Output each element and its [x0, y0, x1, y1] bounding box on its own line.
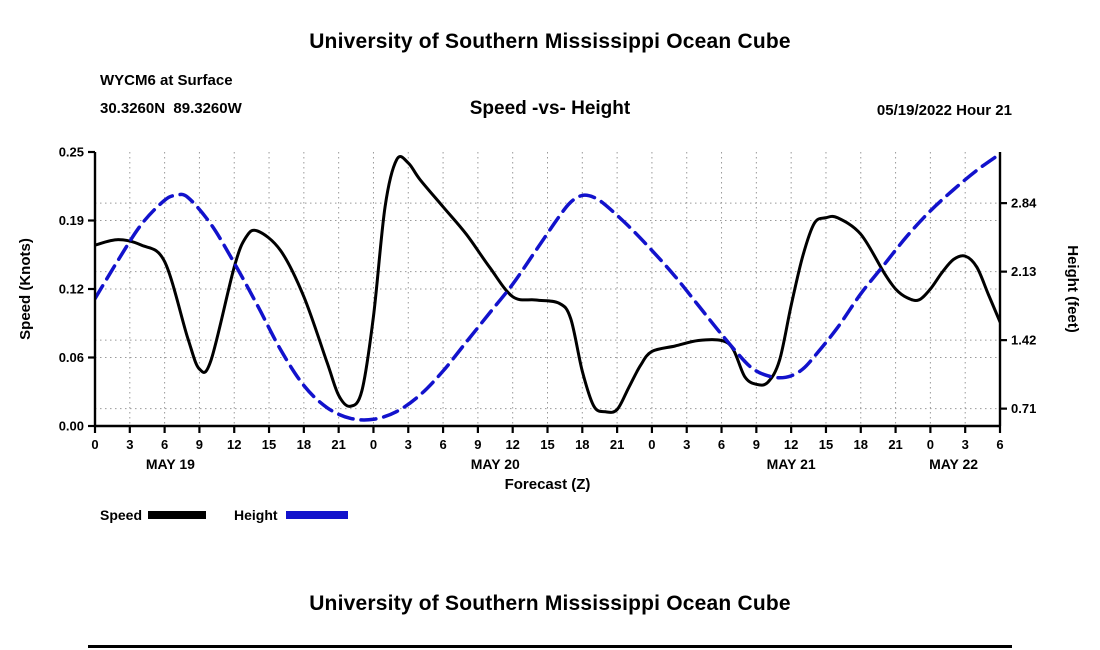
x-axis-tick-label: 21	[331, 437, 345, 452]
right-axis-tick-label: 0.71	[1011, 401, 1036, 416]
x-axis-tick-label: 21	[610, 437, 624, 452]
legend-height-label: Height	[234, 507, 278, 523]
x-axis-tick-label: 15	[262, 437, 276, 452]
x-axis-tick-label: 3	[126, 437, 133, 452]
x-axis-tick-label: 9	[196, 437, 203, 452]
left-axis-tick-label: 0.25	[59, 145, 84, 160]
right-axis-tick-label: 2.13	[1011, 264, 1036, 279]
section-divider	[88, 645, 1012, 648]
speed-vs-height-chart: 0.00 0.06 0.12 0.19 0.25 0.71 1.42 2.13 2.84 0 3 6 9…	[17, 145, 1081, 494]
x-axis-tick-label: 0	[648, 437, 655, 452]
right-axis-tick-label: 1.42	[1011, 333, 1036, 348]
page-title: University of Southern Mississippi Ocean…	[309, 30, 791, 53]
chart-legend: Speed Height	[100, 507, 348, 523]
left-axis-tick-label: 0.00	[59, 419, 84, 434]
x-axis-day-label: MAY 21	[767, 456, 816, 472]
x-axis-tick-label: 3	[683, 437, 690, 452]
series-group	[94, 152, 1001, 422]
x-axis-day-label: MAY 19	[146, 456, 195, 472]
x-axis-title: Forecast (Z)	[505, 476, 591, 493]
speed-line-swatch	[148, 511, 207, 519]
x-axis-tick-label: 18	[297, 437, 311, 452]
height-line	[94, 152, 1001, 422]
x-axis-tick-label: 3	[962, 437, 969, 452]
legend-speed-label: Speed	[100, 507, 143, 523]
x-axis-tick-label: 9	[474, 437, 481, 452]
height-line-swatch	[285, 511, 348, 519]
left-axis-tick-label: 0.19	[59, 213, 84, 228]
x-axis-tick-label: 15	[540, 437, 554, 452]
right-axis-tick-label: 2.84	[1011, 196, 1037, 211]
x-axis-tick-label: 0	[91, 437, 98, 452]
x-axis-tick-label: 3	[405, 437, 412, 452]
x-axis-tick-label: 0	[370, 437, 377, 452]
x-axis-tick-label: 6	[439, 437, 446, 452]
x-axis-tick-label: 12	[505, 437, 519, 452]
x-axis-tick-label: 9	[753, 437, 760, 452]
chart-title: Speed -vs- Height	[469, 98, 631, 119]
x-axis-tick-label: 12	[227, 437, 241, 452]
right-axis-title: Height (feet)	[1064, 245, 1081, 333]
x-axis-tick-label: 15	[819, 437, 833, 452]
left-axis-title: Speed (Knots)	[17, 238, 34, 340]
x-axis-day-label: MAY 20	[471, 456, 520, 472]
x-axis-tick-label: 6	[996, 437, 1003, 452]
left-axis-tick-label: 0.06	[59, 350, 84, 365]
station-id-label: WYCM6 at Surface	[100, 72, 233, 89]
left-axis-tick-label: 0.12	[59, 282, 84, 297]
x-axis-tick-label: 18	[575, 437, 589, 452]
x-axis-tick-label: 21	[888, 437, 902, 452]
station-coordinates-label: 30.3260N 89.3260W	[100, 100, 242, 117]
x-axis-day-label: MAY 22	[929, 456, 978, 472]
x-axis-tick-label: 12	[784, 437, 798, 452]
x-axis-tick-label: 0	[927, 437, 934, 452]
x-axis-tick-label: 6	[718, 437, 725, 452]
next-page-title: University of Southern Mississippi Ocean…	[309, 592, 791, 615]
forecast-datetime-label: 05/19/2022 Hour 21	[876, 102, 1012, 119]
x-axis-tick-label: 6	[161, 437, 168, 452]
speed-line	[94, 155, 1001, 414]
x-axis-tick-label: 18	[854, 437, 868, 452]
